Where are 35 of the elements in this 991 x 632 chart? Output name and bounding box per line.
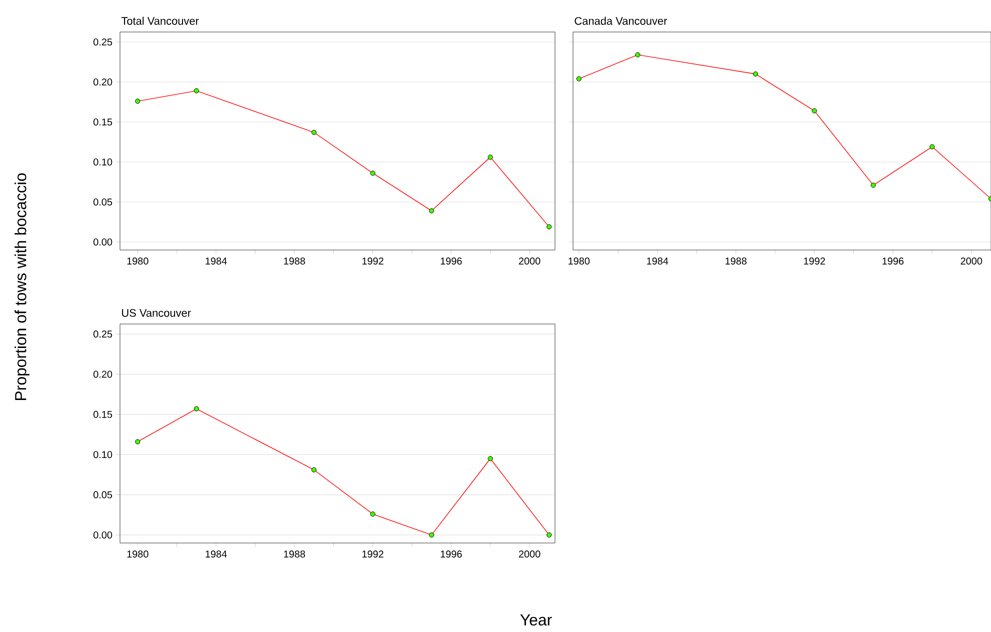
- x-tick-label: 2000: [518, 550, 540, 558]
- x-tick-label: 2000: [518, 258, 540, 265]
- x-tick-label: 1984: [206, 258, 227, 265]
- y-tick-label: 0.20: [93, 370, 112, 378]
- x-tick-label: 1996: [440, 258, 462, 265]
- chart-title: US Vancouver: [122, 309, 191, 317]
- x-tick-label: 1996: [440, 550, 462, 558]
- x-tick-label: 1980: [127, 550, 148, 558]
- x-tick-label: 1992: [362, 258, 384, 265]
- y-tick-label: 0.25: [93, 330, 112, 338]
- y-tick-label: 0.25: [93, 38, 112, 46]
- x-tick-label: 1996: [882, 258, 904, 265]
- y-tick-label: 0.05: [93, 198, 112, 206]
- x-tick-label: 1980: [127, 258, 148, 265]
- chart-title: Total Vancouver: [121, 16, 199, 25]
- y-tick-label: 0.10: [93, 451, 112, 458]
- y-tick-label: 0.00: [93, 238, 112, 246]
- x-axis-title: Year: [520, 614, 552, 626]
- x-tick-label: 1992: [362, 550, 384, 558]
- y-axis-title: Proportion of tows with bocaccio: [14, 173, 30, 400]
- x-tick-label: 1980: [568, 258, 590, 265]
- chart-title: Canada Vancouver: [574, 16, 668, 25]
- y-tick-label: 0.00: [93, 531, 112, 538]
- x-tick-label: 1984: [206, 550, 227, 558]
- x-tick-label: 1988: [726, 258, 747, 265]
- x-tick-label: 1992: [804, 258, 825, 265]
- x-tick-label: 2000: [960, 258, 982, 265]
- x-tick-label: 1988: [284, 258, 306, 265]
- y-tick-label: 0.10: [93, 158, 112, 166]
- y-tick-label: 0.20: [93, 78, 112, 86]
- x-tick-label: 1988: [284, 550, 306, 558]
- y-tick-label: 0.05: [93, 491, 112, 498]
- y-tick-label: 0.15: [93, 118, 112, 126]
- y-tick-label: 0.15: [93, 410, 112, 418]
- x-tick-label: 1984: [647, 258, 668, 265]
